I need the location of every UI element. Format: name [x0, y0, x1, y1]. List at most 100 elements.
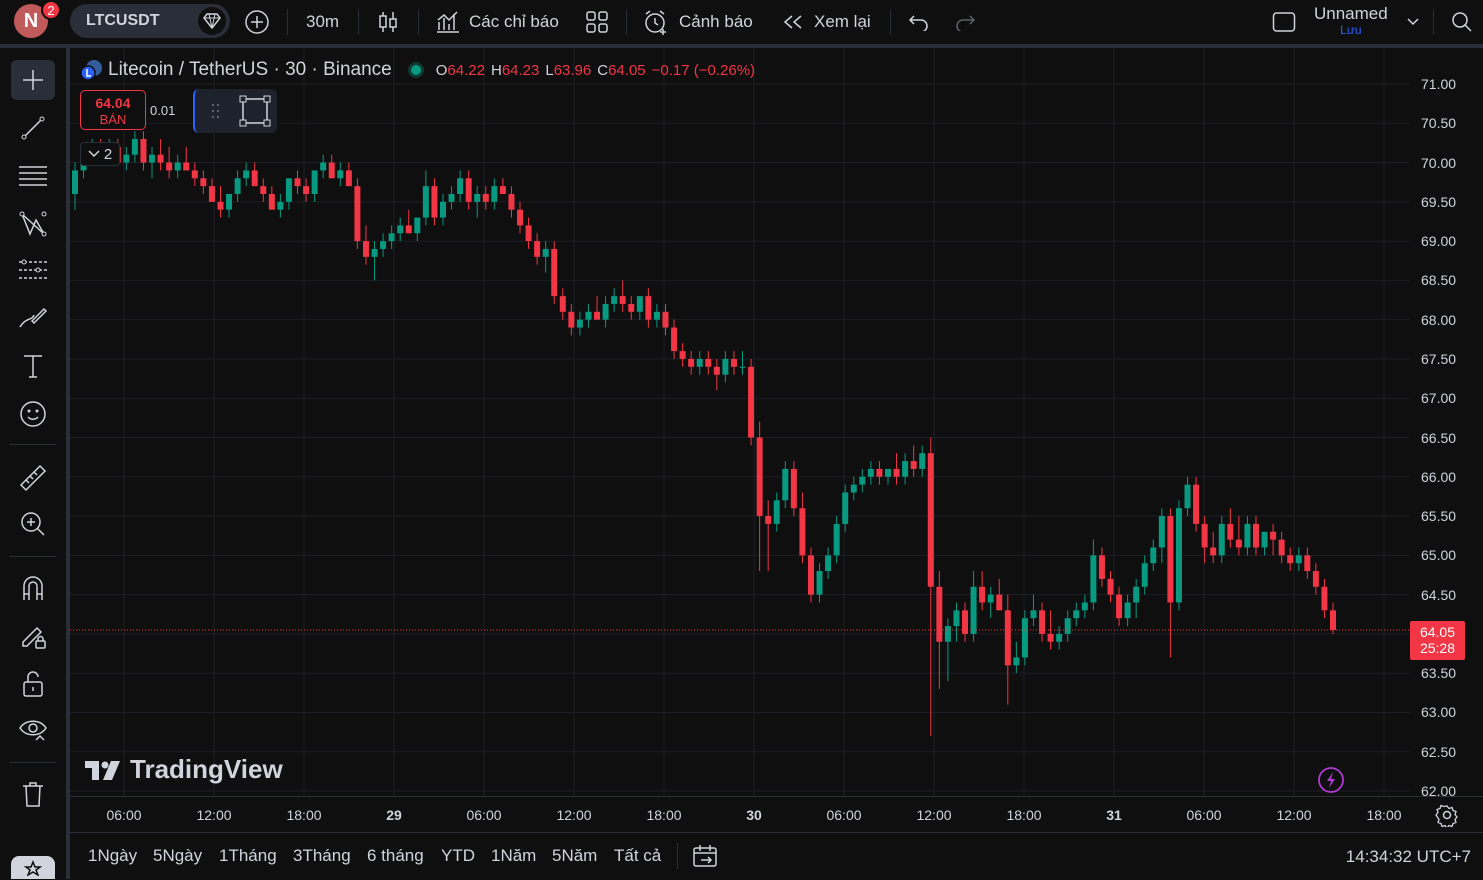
tradingview-logo[interactable]: TradingView [84, 754, 283, 785]
candle-body [756, 437, 763, 517]
candle [268, 186, 275, 210]
toolbar-divider [10, 556, 56, 557]
pattern-icon[interactable] [11, 204, 55, 244]
toolbar-divider [10, 444, 56, 445]
candle [1004, 594, 1011, 705]
candle-body [1141, 563, 1148, 587]
forecast-icon[interactable] [11, 250, 55, 290]
symbol-search[interactable]: LTCUSDT [70, 4, 230, 38]
layout-name-button[interactable]: Unnamed Lưu [1314, 4, 1388, 37]
lightning-icon[interactable] [1317, 766, 1345, 794]
candle-body [534, 241, 541, 257]
emoji-icon[interactable] [11, 394, 55, 434]
replay-button[interactable]: Xem lại [782, 0, 871, 44]
candle [157, 138, 164, 171]
candle-body [542, 248, 549, 257]
range-button[interactable]: YTD [441, 846, 475, 865]
chart-legend: Litecoin / TetherUS · 30 · Binance O 64.2… [80, 58, 761, 82]
crosshair-icon[interactable] [11, 60, 55, 100]
candle-body [448, 193, 455, 202]
price-axis[interactable]: 71.00 70.50 70.00 69.50 69.00 68.50 68.00 67.50… [1409, 48, 1483, 799]
candle-type-icon[interactable] [377, 0, 399, 44]
unlock-icon[interactable] [11, 664, 55, 704]
chart-title[interactable]: Litecoin / TetherUS · 30 · Binance [108, 59, 392, 80]
candlestick-chart[interactable] [70, 48, 1409, 796]
date-range-calendar-icon[interactable] [692, 843, 718, 869]
range-button[interactable]: Tất cả [614, 846, 662, 865]
sell-button[interactable]: 64.04 BÁN [80, 90, 146, 130]
price-tick-label: 63.50 [1421, 665, 1457, 682]
candle-body [1312, 571, 1319, 587]
range-button[interactable]: 3Tháng [293, 846, 351, 865]
trash-icon[interactable] [11, 774, 55, 814]
range-button[interactable]: 1Ngày [88, 846, 138, 865]
candle-body [979, 586, 986, 603]
fib-retracement-icon[interactable] [11, 156, 55, 196]
eye-icon[interactable] [11, 710, 55, 750]
undo-icon[interactable] [908, 0, 930, 44]
range-button[interactable]: 5Năm [552, 846, 598, 865]
time-axis[interactable]: 06:00 12:00 18:00 29 06:00 12:00 18:00 30 06:00 1… [70, 796, 1483, 833]
quick-search-icon[interactable] [1450, 0, 1474, 44]
candle-body [388, 233, 395, 242]
candle-body [782, 468, 789, 501]
candle-body [1039, 610, 1046, 634]
candle-body [876, 468, 883, 477]
candle-body [1304, 555, 1311, 572]
candle-body [1244, 523, 1251, 548]
layout-icon[interactable] [1272, 0, 1296, 44]
order-quantity[interactable]: 0.01 [150, 103, 176, 118]
time-tick-label: 18:00 [1366, 807, 1402, 823]
trend-line-icon[interactable] [11, 108, 55, 148]
clock-timezone[interactable]: 14:34:32 UTC+7 [1345, 847, 1471, 866]
candle [825, 547, 832, 579]
brush-icon[interactable] [11, 298, 55, 338]
candle [970, 571, 977, 642]
candle-body [439, 201, 446, 218]
rewind-icon [783, 15, 802, 29]
candle-body [910, 461, 917, 469]
candle [123, 146, 130, 171]
diamond-icon[interactable] [198, 7, 226, 35]
collapse-indicators-button[interactable]: 2 [80, 142, 120, 166]
interval-button[interactable]: 30m [306, 12, 340, 31]
compare-plus-icon[interactable] [244, 0, 270, 44]
templates-grid-icon[interactable] [586, 0, 608, 44]
candle [962, 602, 969, 642]
candle-body [123, 154, 130, 163]
lock-pencil-icon[interactable] [11, 616, 55, 656]
candle-body [191, 170, 198, 179]
candle [739, 351, 746, 375]
candle-body [902, 461, 909, 477]
candle [422, 170, 429, 226]
candle-body [268, 193, 275, 210]
axis-settings-gear-icon[interactable] [1435, 803, 1459, 827]
avatar-letter: N [23, 9, 39, 32]
text-icon[interactable] [11, 346, 55, 386]
chevron-down-icon [88, 150, 100, 158]
zoom-in-icon[interactable] [11, 504, 55, 544]
range-button[interactable]: 5Ngày [153, 846, 203, 865]
candle-body [825, 555, 832, 572]
rectangle-select-icon[interactable] [239, 95, 271, 127]
range-button[interactable]: 6 tháng [367, 846, 424, 865]
indicators-button[interactable]: Các chỉ báo [435, 0, 559, 44]
top-toolbar: N 2 LTCUSDT 30m Các chỉ báo Cảnh báo Xem… [0, 0, 1483, 48]
alerts-button[interactable]: Cảnh báo [643, 0, 753, 44]
candle [508, 186, 515, 218]
chevron-down-icon[interactable] [1406, 0, 1420, 44]
candle-body [525, 225, 532, 242]
range-button[interactable]: 1Tháng [219, 846, 277, 865]
magnet-icon[interactable] [11, 568, 55, 608]
ruler-icon[interactable] [11, 458, 55, 498]
price-tick-label: 70.50 [1421, 115, 1457, 132]
object-tree-icon[interactable] [11, 856, 55, 879]
candle [653, 303, 660, 328]
candle-body [833, 523, 840, 556]
high-key: H [490, 61, 502, 79]
candle [996, 578, 1003, 611]
range-button[interactable]: 1Năm [491, 846, 537, 865]
redo-icon[interactable] [954, 0, 976, 44]
drag-handle-icon[interactable] [211, 103, 220, 119]
candle-body [1004, 610, 1011, 666]
